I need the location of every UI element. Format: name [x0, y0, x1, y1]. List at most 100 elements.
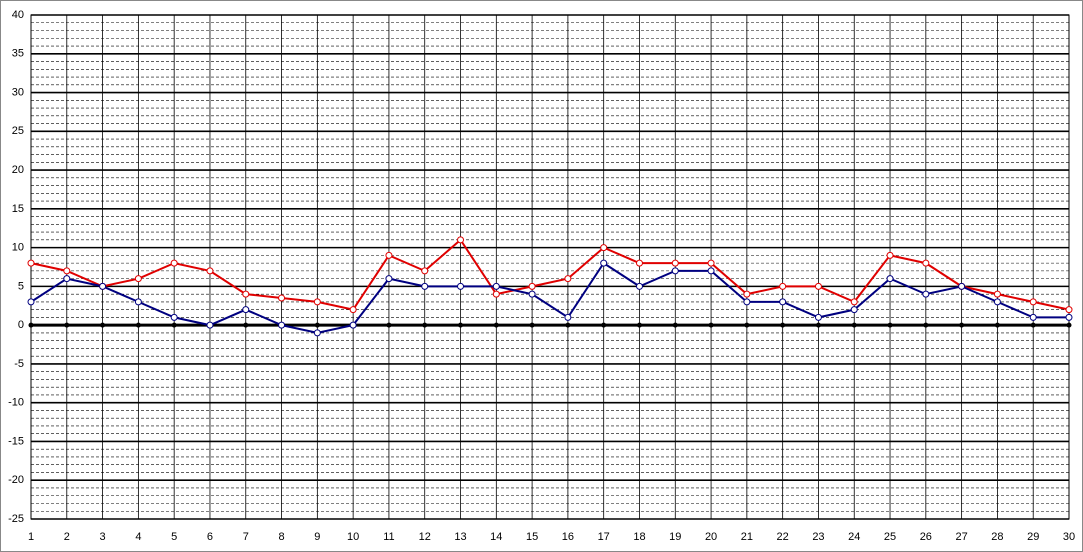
y-tick-label: -25 [8, 513, 24, 525]
point [63, 267, 71, 275]
x-tick-label: 15 [526, 531, 538, 543]
x-tick-label: 21 [741, 531, 753, 543]
point [635, 259, 643, 267]
x-tick-label: 10 [347, 531, 359, 543]
point [743, 298, 751, 306]
point [1065, 306, 1073, 314]
y-tick-label: -5 [14, 358, 24, 370]
x-tick-label: 19 [669, 531, 681, 543]
grid [28, 14, 1072, 520]
zero-dot [135, 322, 141, 328]
point [886, 275, 894, 283]
point [814, 282, 822, 290]
x-tick-label: 28 [991, 531, 1003, 543]
point [242, 306, 250, 314]
x-tick-label: 24 [848, 531, 860, 543]
point [27, 298, 35, 306]
zero-dot [314, 322, 320, 328]
zero-dot [708, 322, 714, 328]
zero-dot [458, 322, 464, 328]
point [63, 275, 71, 283]
point [743, 290, 751, 298]
zero-dot [171, 322, 177, 328]
y-tick-label: 25 [12, 125, 24, 137]
point [457, 282, 465, 290]
point [278, 294, 286, 302]
point [922, 259, 930, 267]
x-tick-label: 9 [314, 531, 320, 543]
x-tick-label: 27 [955, 531, 967, 543]
point [564, 313, 572, 321]
point [528, 290, 536, 298]
zero-dot [851, 322, 857, 328]
point [635, 282, 643, 290]
x-tick-label: 22 [777, 531, 789, 543]
point [850, 306, 858, 314]
y-tick-label: 10 [12, 242, 24, 254]
point [385, 275, 393, 283]
y-tick-label: -10 [8, 397, 24, 409]
point [134, 298, 142, 306]
point [421, 282, 429, 290]
point [170, 259, 178, 267]
x-tick-label: 25 [884, 531, 896, 543]
point [779, 282, 787, 290]
point [349, 306, 357, 314]
zero-dot [529, 322, 535, 328]
point [170, 313, 178, 321]
x-tick-label: 29 [1027, 531, 1039, 543]
zero-dot [1030, 322, 1036, 328]
x-tick-label: 11 [383, 531, 394, 543]
plot [27, 236, 1073, 337]
y-tick-label: 20 [12, 164, 24, 176]
y-tick-label: 15 [12, 203, 24, 215]
point [349, 321, 357, 329]
x-tick-label: 5 [171, 531, 177, 543]
point [1029, 313, 1037, 321]
point [671, 267, 679, 275]
zero-dot [744, 322, 750, 328]
zero-dot [493, 322, 499, 328]
point [993, 290, 1001, 298]
point [134, 275, 142, 283]
point [707, 267, 715, 275]
point [206, 267, 214, 275]
series-line [30, 238, 1070, 311]
point [492, 290, 500, 298]
zero-dot [780, 322, 786, 328]
zero-dot [601, 322, 607, 328]
zero-dot [64, 322, 70, 328]
point [1029, 298, 1037, 306]
point [385, 251, 393, 259]
y-tick-label: -20 [8, 474, 24, 486]
point [492, 282, 500, 290]
y-tick-label: 35 [12, 48, 24, 60]
point [850, 298, 858, 306]
zero-dot [565, 322, 571, 328]
zero-dot [959, 322, 965, 328]
point [814, 313, 822, 321]
x-tick-label: 16 [562, 531, 574, 543]
point [600, 244, 608, 252]
point [313, 329, 321, 337]
point [600, 259, 608, 267]
x-tick-label: 8 [278, 531, 284, 543]
point [671, 259, 679, 267]
x-tick-label: 18 [633, 531, 645, 543]
x-tick-label: 20 [705, 531, 717, 543]
zero-dot [815, 322, 821, 328]
x-tick-label: 26 [920, 531, 932, 543]
zero-dot [923, 322, 929, 328]
series-line [30, 261, 1069, 334]
x-tick-label: 13 [454, 531, 466, 543]
zero-dot [243, 322, 249, 328]
x-tick-label: 1 [28, 531, 34, 543]
point [564, 275, 572, 283]
zero-dot [100, 322, 106, 328]
y-tick-label: 30 [12, 86, 24, 98]
zero-dot [386, 322, 392, 328]
zero-dot [887, 322, 893, 328]
y-tick-label: 40 [12, 9, 24, 21]
